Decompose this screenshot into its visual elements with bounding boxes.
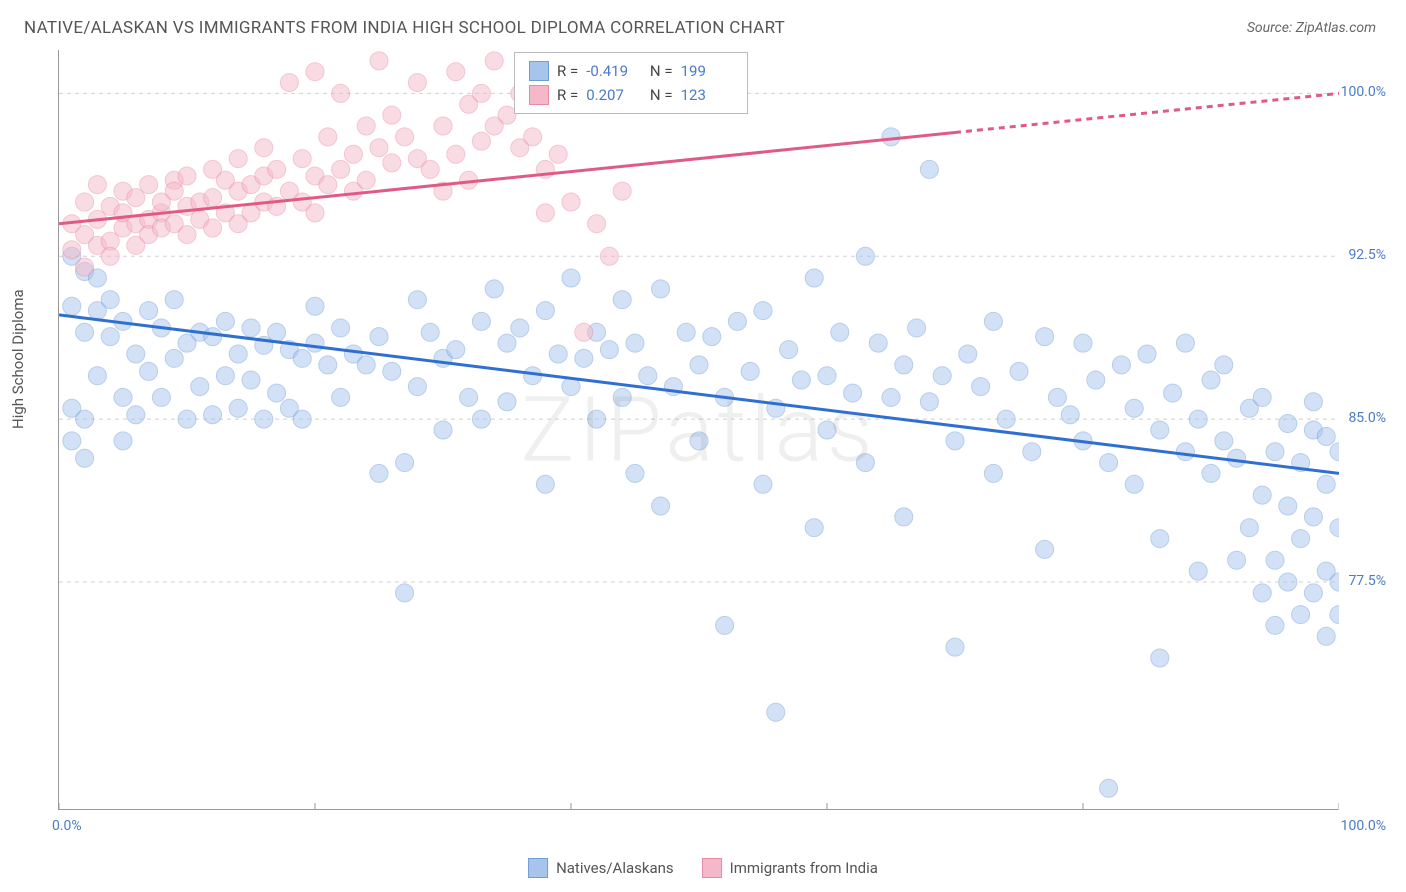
r-label: R =	[557, 62, 578, 80]
r-value: -0.419	[586, 62, 638, 80]
y-tick-100-0: 100.0%	[1341, 84, 1386, 100]
r-label: R =	[557, 86, 578, 104]
stats-row: R = 0.207 N = 123	[529, 83, 733, 107]
correlation-stats-box: R = -0.419 N = 199 R = 0.207 N = 123	[514, 52, 748, 114]
legend-label-immigrants: Immigrants from India	[730, 859, 878, 877]
n-value: 123	[681, 86, 733, 104]
chart-header: NATIVE/ALASKAN VS IMMIGRANTS FROM INDIA …	[0, 0, 1406, 46]
legend-swatch-immigrants	[702, 858, 722, 878]
stats-row: R = -0.419 N = 199	[529, 59, 733, 83]
legend-label-natives: Natives/Alaskans	[556, 859, 674, 877]
n-value: 199	[681, 62, 733, 80]
source-label: Source: ZipAtlas.com	[1247, 20, 1376, 36]
y-tick-77-5: 77.5%	[1348, 573, 1386, 589]
chart-plot-area: ZIPatlas R = -0.419 N = 199 R = 0.207 N …	[58, 50, 1338, 810]
stats-swatch	[529, 61, 549, 81]
chart-title: NATIVE/ALASKAN VS IMMIGRANTS FROM INDIA …	[24, 18, 785, 38]
n-label: N =	[646, 62, 672, 80]
y-tick-92-5: 92.5%	[1348, 247, 1386, 263]
legend-swatch-natives	[528, 858, 548, 878]
legend-item-immigrants: Immigrants from India	[702, 858, 878, 878]
x-axis-min-label: 0.0%	[52, 818, 82, 834]
r-value: 0.207	[586, 86, 638, 104]
x-axis-max-label: 100.0%	[1341, 818, 1386, 834]
y-axis-label: High School Diploma	[9, 289, 27, 429]
bottom-legend: Natives/Alaskans Immigrants from India	[528, 858, 878, 878]
chart-svg	[59, 50, 1339, 810]
y-tick-85-0: 85.0%	[1348, 410, 1386, 426]
legend-item-natives: Natives/Alaskans	[528, 858, 674, 878]
n-label: N =	[646, 86, 672, 104]
stats-swatch	[529, 85, 549, 105]
